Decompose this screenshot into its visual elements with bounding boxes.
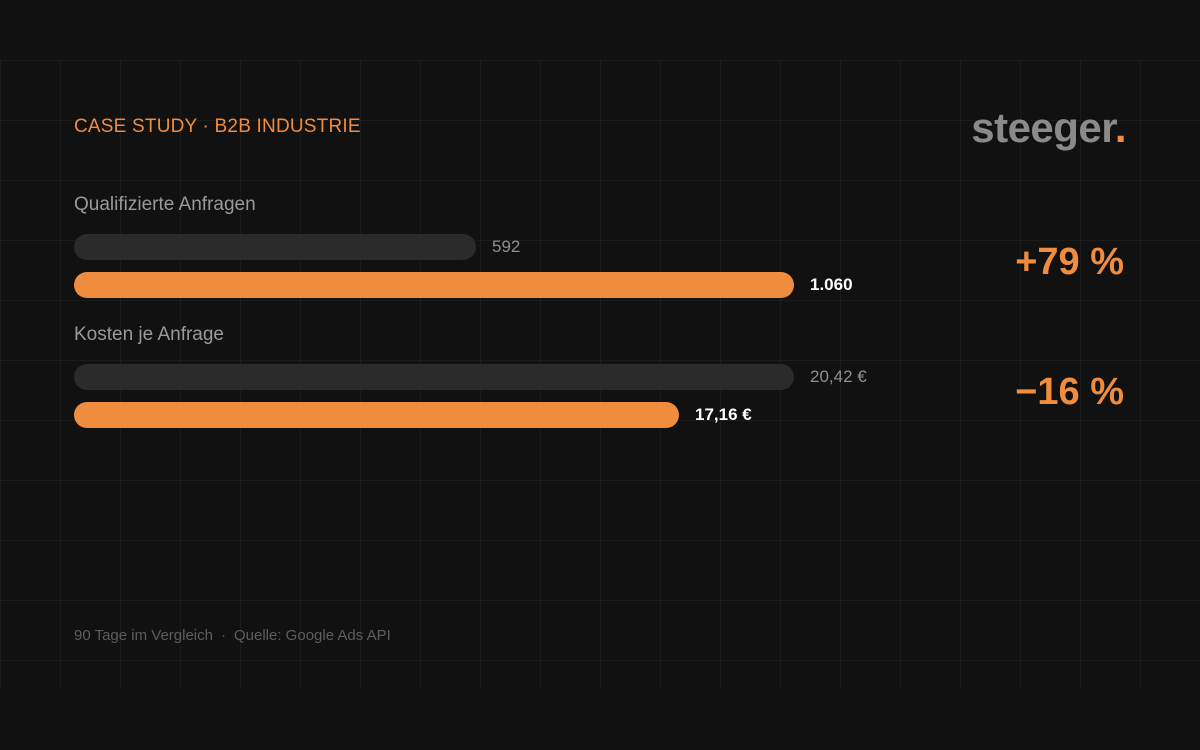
case-study-eyebrow: CASE STUDY · B2B INDUSTRIE xyxy=(74,116,361,137)
footer-source: Quelle: Google Ads API xyxy=(233,627,391,644)
bar-before-kosten xyxy=(74,364,794,390)
footer-period: 90 Tage im Vergleich xyxy=(74,627,213,644)
footer-note: 90 Tage im Vergleich · Quelle: Google Ads … xyxy=(74,627,391,644)
bar-before-anfragen xyxy=(74,234,476,260)
value-after-kosten: 17,16 € xyxy=(695,405,752,424)
metric-label-kosten: Kosten je Anfrage xyxy=(74,324,224,345)
value-after-anfragen: 1.060 xyxy=(810,275,853,294)
delta-kosten: −16 % xyxy=(1015,371,1124,413)
footer-separator: · xyxy=(220,627,226,644)
bar-after-kosten xyxy=(74,402,679,428)
value-before-anfragen: 592 xyxy=(492,237,521,256)
bar-after-anfragen xyxy=(74,272,794,298)
brand-logo: steeger. xyxy=(971,104,1126,152)
logo-dot: . xyxy=(1114,104,1127,151)
delta-anfragen: +79 % xyxy=(1015,241,1124,283)
metric-label-anfragen: Qualifizierte Anfragen xyxy=(74,194,256,215)
logo-text: steeger xyxy=(971,104,1115,151)
value-before-kosten: 20,42 € xyxy=(810,367,867,386)
